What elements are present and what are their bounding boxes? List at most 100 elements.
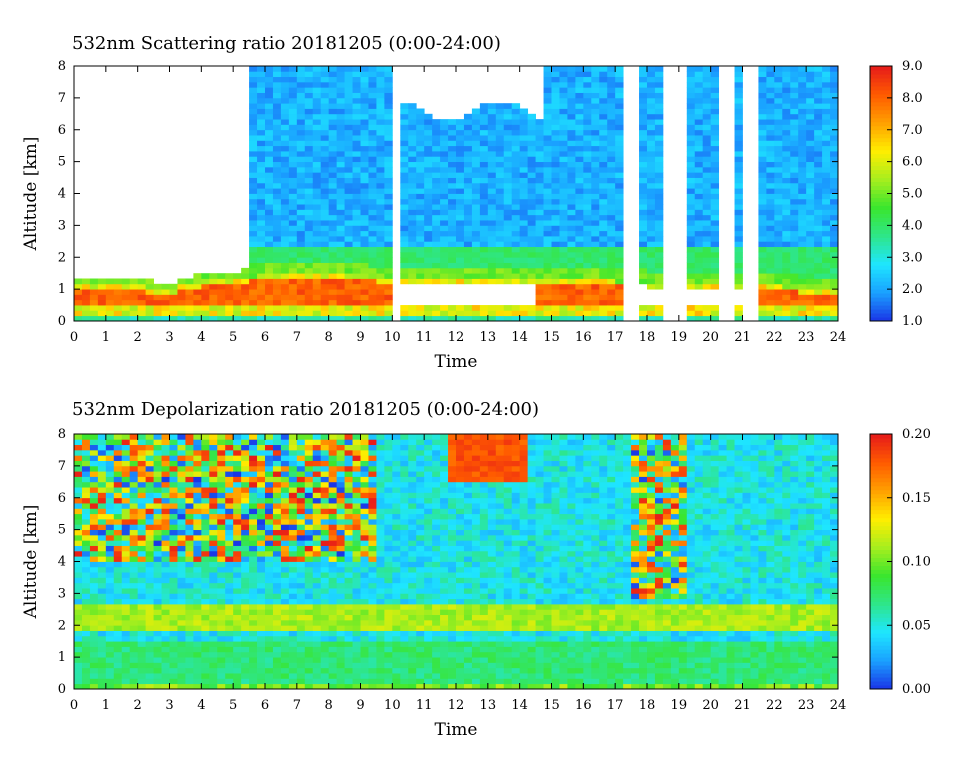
heatmap-cell <box>790 103 799 109</box>
heatmap-cell <box>312 71 322 78</box>
heatmap-cell <box>535 241 544 248</box>
heatmap-cell <box>217 545 226 552</box>
heatmap-cell <box>145 444 154 451</box>
heatmap-cell <box>304 188 314 194</box>
heatmap-cell <box>320 566 330 573</box>
heatmap-cell <box>822 204 831 210</box>
heatmap-cell <box>503 262 513 269</box>
heatmap-cell <box>694 81 704 88</box>
heatmap-cell <box>344 289 353 295</box>
heatmap-cell <box>193 513 202 520</box>
heatmap-cell <box>384 294 393 301</box>
heatmap-cell <box>233 439 242 446</box>
heatmap-cell <box>328 188 338 194</box>
heatmap-cell <box>352 289 361 295</box>
heatmap-cell <box>463 230 473 237</box>
heatmap-cell <box>153 294 162 301</box>
heatmap-cell <box>575 283 584 290</box>
heatmap-cell <box>654 267 664 274</box>
x-tick-label: 11 <box>416 330 433 345</box>
heatmap-cell <box>81 529 91 536</box>
heatmap-cell <box>217 641 226 647</box>
heatmap-cell <box>105 604 115 610</box>
heatmap-cell <box>360 476 369 483</box>
heatmap-cell <box>217 492 226 499</box>
heatmap-cell <box>225 625 234 631</box>
heatmap-cell <box>487 188 497 194</box>
heatmap-cell <box>368 97 377 104</box>
heatmap-cell <box>105 524 115 531</box>
heatmap-cell <box>654 92 664 99</box>
heatmap-cell <box>312 508 322 515</box>
heatmap-cell <box>758 257 767 263</box>
heatmap-cell <box>639 246 648 253</box>
heatmap-cell <box>535 177 544 184</box>
y-axis-label: Altitude [km] <box>21 137 41 252</box>
heatmap-cell <box>185 614 194 621</box>
heatmap-cell <box>400 145 409 152</box>
heatmap-cell <box>137 588 147 594</box>
heatmap-cell <box>543 166 552 173</box>
heatmap-cell <box>97 630 107 637</box>
heatmap-cell <box>567 66 576 72</box>
heatmap-cell <box>265 294 274 301</box>
heatmap-cell <box>129 572 139 578</box>
heatmap-cell <box>225 273 234 279</box>
heatmap-cell <box>288 635 298 642</box>
heatmap-cell <box>798 129 807 136</box>
heatmap-cell <box>185 635 194 642</box>
heatmap-cell <box>265 561 274 568</box>
heatmap-cell <box>352 540 361 546</box>
heatmap-cell <box>551 135 560 141</box>
heatmap-cell <box>400 172 409 178</box>
heatmap-cell <box>559 172 568 178</box>
heatmap-cell <box>424 129 433 136</box>
heatmap-cell <box>145 519 154 525</box>
heatmap-cell <box>169 519 178 525</box>
heatmap-cell <box>448 230 457 237</box>
heatmap-cell <box>145 476 154 483</box>
heatmap-cell <box>575 145 584 152</box>
heatmap-cell <box>304 161 314 168</box>
heatmap-cell <box>463 236 473 242</box>
heatmap-cell <box>766 294 775 301</box>
heatmap-cell <box>647 145 656 152</box>
colorbar-band <box>870 229 892 234</box>
heatmap-cell <box>97 582 107 589</box>
heatmap-cell <box>296 289 306 295</box>
heatmap-cell <box>376 97 385 104</box>
heatmap-cell <box>352 81 361 88</box>
heatmap-cell <box>233 598 242 605</box>
heatmap-cell <box>702 262 712 269</box>
heatmap-cell <box>113 673 123 679</box>
heatmap-cell <box>280 604 290 610</box>
heatmap-cell <box>328 508 338 515</box>
heatmap-cell <box>702 310 712 317</box>
heatmap-cell <box>312 550 322 557</box>
heatmap-cell <box>201 582 210 589</box>
heatmap-cell <box>280 582 290 589</box>
heatmap-cell <box>336 641 345 647</box>
heatmap-cell <box>328 604 338 610</box>
heatmap-cell <box>352 220 361 226</box>
heatmap-cell <box>376 124 385 131</box>
heatmap-cell <box>567 103 576 109</box>
heatmap-cell <box>806 193 815 200</box>
heatmap-cell <box>320 619 330 626</box>
heatmap-cell <box>161 561 170 568</box>
heatmap-cell <box>376 166 385 173</box>
heatmap-cell <box>543 161 552 168</box>
heatmap-cell <box>782 87 791 93</box>
heatmap-cell <box>177 540 186 546</box>
heatmap-cell <box>360 177 369 184</box>
heatmap-cell <box>352 577 361 584</box>
heatmap-cell <box>265 193 274 200</box>
heatmap-cell <box>320 230 330 237</box>
heatmap-cell <box>774 299 783 306</box>
heatmap-cell <box>280 225 290 232</box>
heatmap-cell <box>615 305 624 311</box>
heatmap-cell <box>328 209 338 216</box>
heatmap-cell <box>647 166 656 173</box>
heatmap-cell <box>161 683 170 690</box>
heatmap-cell <box>74 513 83 520</box>
